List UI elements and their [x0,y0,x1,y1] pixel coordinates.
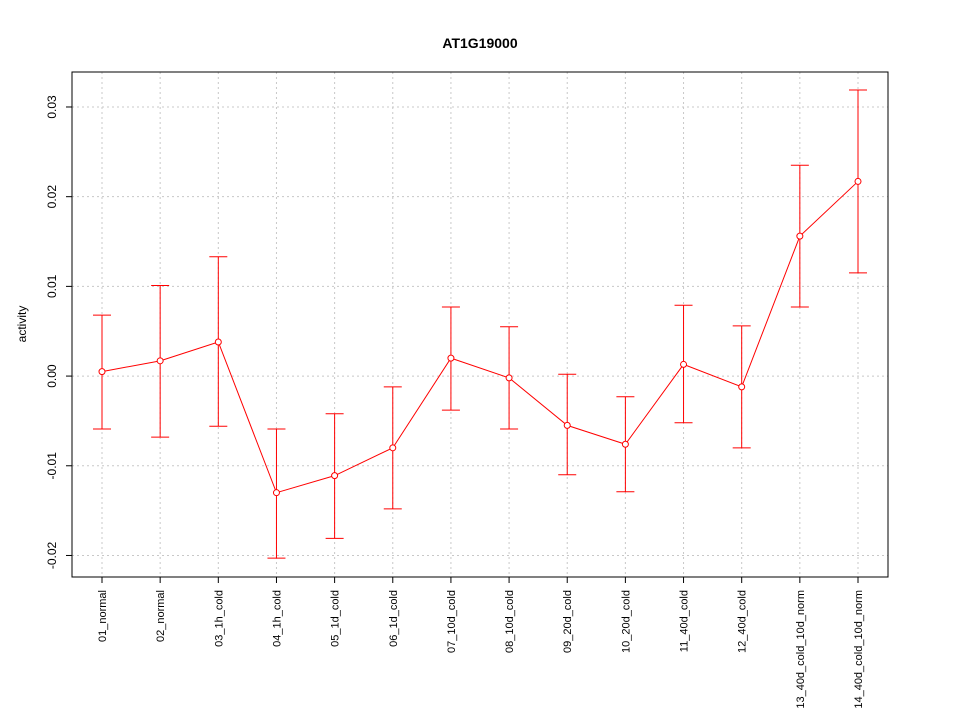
x-tick-label: 03_1h_cold [213,590,225,647]
axes: -0.02 -0.01 0.00 0.01 0.02 0.03 01_normal 02_no… [45,95,865,709]
data-point [447,354,455,362]
data-point [505,374,513,382]
x-tick-label: 10_20d_cold [620,590,632,653]
y-tick-label: -0.01 [45,452,59,480]
x-tick-label: 02_normal [155,590,167,642]
y-tick-label: 0.03 [45,95,59,119]
data-point [563,421,571,429]
y-tick-label: 0.00 [45,364,59,388]
data-point [796,232,804,240]
x-tick-label: 08_10d_cold [504,590,516,653]
chart-title: AT1G19000 [442,35,517,51]
x-tick-label: 05_1d_cold [330,590,342,647]
x-tick-label: 12_40d_cold [737,590,749,653]
x-tick-label: 04_1h_cold [271,590,283,647]
data-point [738,383,746,391]
data-point [156,357,164,365]
x-tick-label: 07_10d_cold [446,590,458,653]
series-line [101,181,859,494]
x-tick-label: 11_40d_cold [679,590,691,652]
data-point [272,489,280,497]
data-point [621,440,629,448]
x-tick-label: 09_20d_cold [562,590,574,653]
y-tick-label: 0.02 [45,185,59,209]
data-point [680,360,688,368]
y-tick-label: 0.01 [45,274,59,298]
x-tick-label: 13_40d_cold_10d_norm [795,590,807,709]
x-tick-label: 01_normal [97,590,109,642]
x-tick-label: 14_40d_cold_10d_norm [853,590,865,709]
data-point [854,177,862,185]
data-marks [93,89,867,559]
data-point [98,368,106,376]
y-axis-label: activity [15,306,29,343]
data-point [214,338,222,346]
data-point [331,472,339,480]
x-tick-label: 06_1d_cold [388,590,400,647]
data-point [389,444,397,452]
plot-frame [71,71,889,578]
y-tick-label: -0.02 [45,541,59,569]
